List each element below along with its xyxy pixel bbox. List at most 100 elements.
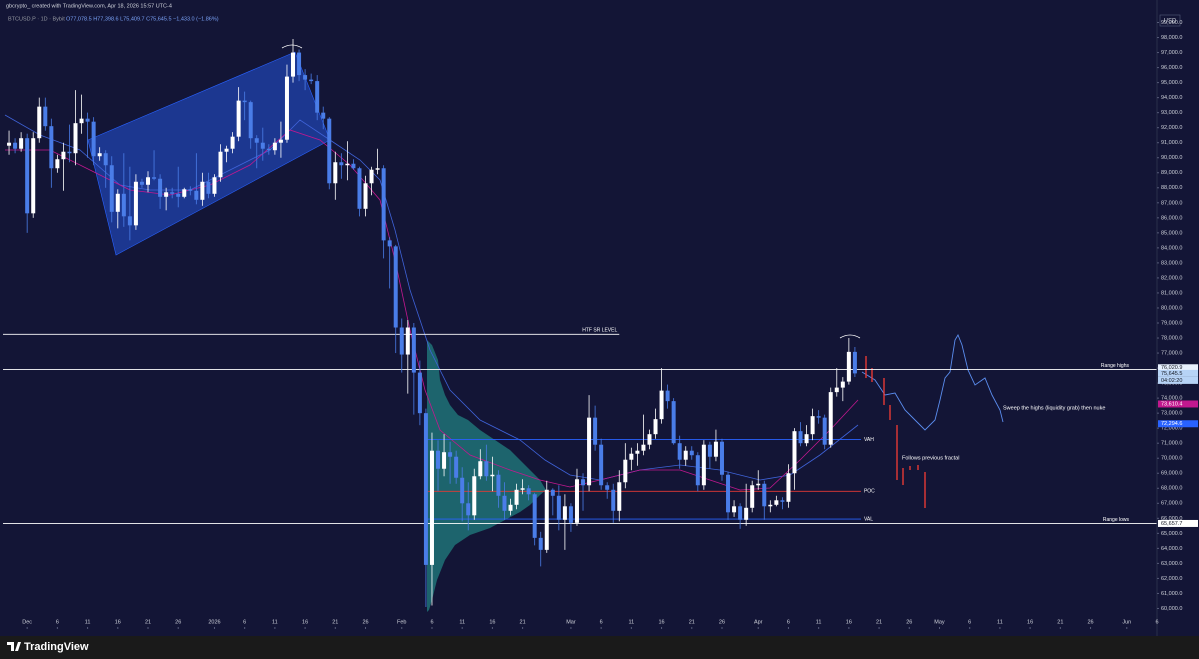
candle-body bbox=[816, 416, 821, 418]
price-tag bbox=[1158, 364, 1198, 372]
y-tick-label: 93,000.0 bbox=[1161, 110, 1182, 116]
symbol: BTCUSD.P · 1D · Bybit bbox=[8, 16, 65, 22]
y-tick-label: 64,000.0 bbox=[1161, 546, 1182, 552]
candle-body bbox=[97, 153, 102, 157]
candle-body bbox=[206, 181, 211, 194]
candle-body bbox=[532, 494, 537, 538]
candle-body bbox=[587, 417, 592, 486]
candle-body bbox=[31, 138, 36, 214]
x-tick-label: Feb bbox=[397, 619, 406, 625]
candle-body bbox=[146, 177, 151, 185]
candle-body bbox=[713, 441, 718, 457]
candle-body bbox=[484, 461, 489, 477]
candle-body bbox=[653, 419, 658, 435]
candle-body bbox=[611, 489, 616, 511]
x-tick-label: 6 bbox=[787, 619, 790, 625]
candle-body bbox=[19, 138, 24, 149]
candle-body bbox=[188, 189, 193, 191]
candle-body bbox=[496, 474, 501, 496]
candle-body bbox=[641, 444, 646, 451]
candle-body bbox=[701, 444, 706, 486]
y-tick-label: 73,000.0 bbox=[1161, 411, 1182, 417]
candle-body bbox=[218, 151, 223, 178]
x-tick-label: May bbox=[934, 619, 945, 625]
y-tick-label: 88,000.0 bbox=[1161, 185, 1182, 191]
attribution: gbcrypto_ created with TradingView.com, … bbox=[6, 3, 172, 9]
candle-body bbox=[291, 52, 296, 77]
candle-body bbox=[689, 450, 694, 456]
candle-body bbox=[550, 489, 555, 496]
x-tick-label: 11 bbox=[459, 619, 465, 625]
candle-body bbox=[49, 126, 54, 169]
x-tick-label: 26 bbox=[1087, 619, 1093, 625]
candle-body bbox=[357, 168, 362, 209]
candle-body bbox=[345, 163, 350, 166]
candle-body bbox=[840, 381, 845, 388]
candle-body bbox=[278, 139, 283, 143]
candle-body bbox=[230, 136, 235, 149]
candle-body bbox=[514, 489, 519, 505]
candle-body bbox=[164, 192, 169, 197]
candle-body bbox=[635, 450, 640, 454]
candle-body bbox=[369, 169, 374, 184]
candle-body bbox=[423, 413, 428, 565]
x-tick-label: Apr bbox=[754, 619, 763, 625]
annotation: Sweep the highs (liquidity grab) then nu… bbox=[1003, 405, 1105, 411]
candle-body bbox=[738, 506, 743, 520]
candle-body bbox=[719, 441, 724, 475]
candle-body bbox=[774, 500, 779, 505]
candle-body bbox=[109, 165, 114, 212]
candle-body bbox=[212, 177, 217, 194]
candle-body bbox=[756, 483, 761, 486]
y-tick-label: 98,000.0 bbox=[1161, 35, 1182, 41]
candle-body bbox=[605, 485, 610, 490]
x-tick-label: 11 bbox=[628, 619, 634, 625]
y-tick-label: 68,000.0 bbox=[1161, 486, 1182, 492]
candle-body bbox=[581, 479, 586, 486]
y-tick-label: 77,000.0 bbox=[1161, 351, 1182, 357]
candle-body bbox=[7, 142, 12, 146]
candle-body bbox=[339, 162, 344, 166]
x-tick-label: 16 bbox=[1027, 619, 1033, 625]
candle-body bbox=[520, 488, 525, 490]
candle-body bbox=[363, 183, 368, 209]
candle-body bbox=[158, 178, 163, 197]
candle-body bbox=[381, 168, 386, 241]
candle-body bbox=[127, 216, 132, 226]
candle-body bbox=[266, 148, 271, 151]
candle-body bbox=[79, 118, 84, 124]
y-tick-label: 65,000.0 bbox=[1161, 531, 1182, 537]
candle-body bbox=[411, 327, 416, 373]
candle-body bbox=[260, 142, 265, 149]
y-tick-label: 60,000.0 bbox=[1161, 606, 1182, 612]
x-tick-label: 6 bbox=[968, 619, 971, 625]
countdown-box bbox=[1158, 376, 1198, 384]
candle-body bbox=[321, 112, 326, 119]
candle-body bbox=[562, 506, 567, 520]
x-tick-label: 21 bbox=[145, 619, 151, 625]
x-tick-label: 26 bbox=[362, 619, 368, 625]
y-tick-label: 91,000.0 bbox=[1161, 140, 1182, 146]
candle-body bbox=[55, 159, 60, 169]
y-tick-label: 87,000.0 bbox=[1161, 200, 1182, 206]
candle-body bbox=[333, 162, 338, 184]
y-tick-label: 66,000.0 bbox=[1161, 516, 1182, 522]
candle-body bbox=[828, 392, 833, 445]
candle-body bbox=[466, 503, 471, 516]
x-tick-label: 21 bbox=[332, 619, 338, 625]
price-tag bbox=[1158, 519, 1198, 527]
y-tick-label: 78,000.0 bbox=[1161, 335, 1182, 341]
candle-body bbox=[744, 507, 749, 520]
y-tick-label: 95,000.0 bbox=[1161, 80, 1182, 86]
candle-body bbox=[85, 118, 90, 122]
candle-body bbox=[248, 102, 253, 139]
candle-body bbox=[538, 537, 543, 550]
background bbox=[0, 0, 1199, 636]
x-tick-label: 26 bbox=[719, 619, 725, 625]
x-tick-label: Jun bbox=[1122, 619, 1131, 625]
x-tick-label: 6 bbox=[56, 619, 59, 625]
candle-body bbox=[182, 189, 187, 197]
candle-body bbox=[762, 483, 767, 507]
price-tag-label: 65,657.7 bbox=[1161, 521, 1182, 527]
